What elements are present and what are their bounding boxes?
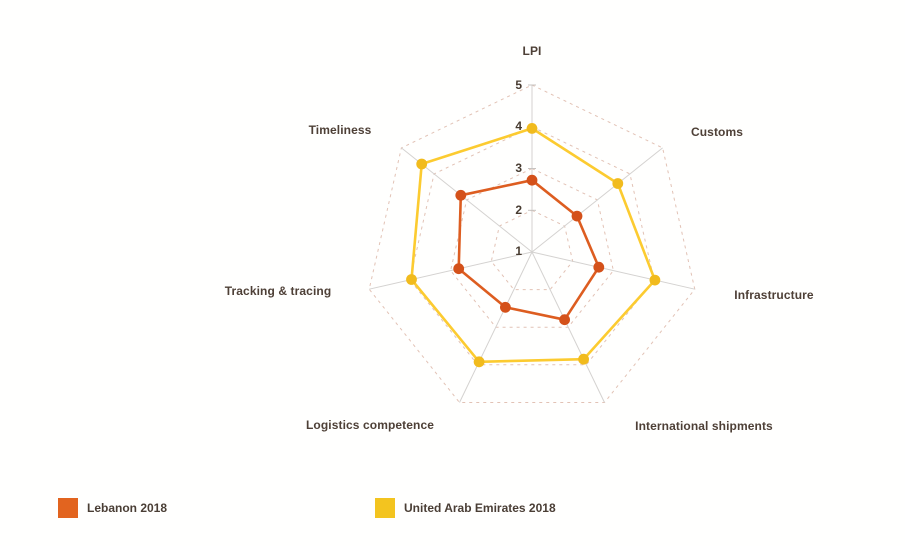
axis-label-tracking-tracing: Tracking & tracing bbox=[224, 284, 332, 298]
tick-label-4: 4 bbox=[515, 119, 522, 133]
axis-label-infrastructure: Infrastructure bbox=[734, 288, 814, 302]
legend-label-lebanon: Lebanon 2018 bbox=[87, 501, 168, 515]
tick-label-2: 2 bbox=[515, 203, 522, 217]
axis-label-timeliness: Timeliness bbox=[308, 123, 372, 137]
series-marker-0 bbox=[455, 189, 467, 201]
tick-label-3: 3 bbox=[515, 161, 522, 175]
series-marker-1 bbox=[649, 274, 661, 286]
series-line-1 bbox=[410, 127, 657, 364]
legend-swatch-lebanon bbox=[58, 498, 78, 518]
series-marker-0 bbox=[500, 301, 511, 313]
grid-ring bbox=[368, 84, 696, 403]
series-line-0 bbox=[457, 178, 601, 322]
legend-label-uae: United Arab Emirates 2018 bbox=[404, 501, 556, 515]
grid-spoke bbox=[369, 251, 533, 290]
series-marker-0 bbox=[453, 263, 465, 275]
tick-label-1: 1 bbox=[515, 244, 522, 258]
series-marker-0 bbox=[571, 210, 583, 222]
grid-spoke bbox=[531, 147, 663, 253]
legend-swatch-uae bbox=[375, 498, 395, 518]
legend-item-lebanon: Lebanon 2018 bbox=[58, 498, 167, 518]
series-marker-1 bbox=[406, 274, 417, 285]
series-marker-1 bbox=[473, 356, 485, 368]
grid-ring bbox=[450, 167, 614, 328]
series-marker-0 bbox=[559, 314, 570, 326]
axis-label-customs: Customs bbox=[690, 125, 744, 139]
grid-spoke bbox=[531, 251, 605, 403]
series-marker-1 bbox=[416, 158, 428, 170]
grid-ring bbox=[409, 126, 655, 366]
tick-label-5: 5 bbox=[515, 78, 522, 92]
legend-item-uae: United Arab Emirates 2018 bbox=[375, 498, 556, 518]
grid-spoke bbox=[459, 251, 533, 403]
series-marker-1 bbox=[612, 178, 624, 189]
series-marker-1 bbox=[526, 122, 538, 134]
series-marker-0 bbox=[593, 261, 605, 273]
series-marker-1 bbox=[578, 353, 589, 365]
axis-label-lpi: LPI bbox=[522, 44, 542, 58]
grid-ring bbox=[490, 209, 574, 291]
axis-label-logistics-competence: Logistics competence bbox=[305, 418, 435, 432]
series-marker-0 bbox=[526, 174, 538, 186]
axis-label-international-shipments: International shipments bbox=[635, 419, 773, 433]
grid-spoke bbox=[531, 251, 695, 290]
